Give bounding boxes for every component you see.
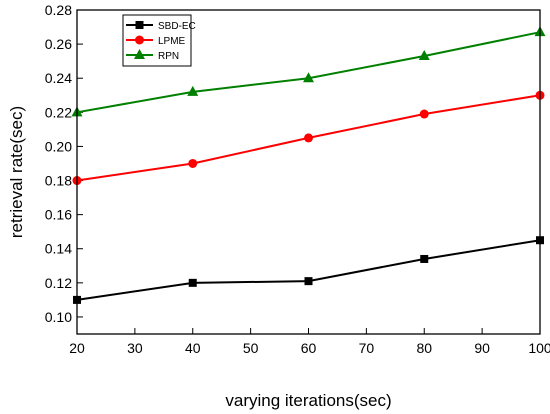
y-tick-label: 0.20 — [45, 138, 72, 154]
plot-area-frame — [76, 9, 541, 335]
y-axis-title: retrieval rate(sec) — [7, 106, 26, 238]
data-point-sbd-ec — [304, 277, 313, 286]
data-point-lpme — [419, 109, 429, 119]
legend-label-rpn: RPN — [158, 51, 179, 62]
data-point-lpme — [304, 133, 313, 143]
y-tick-label: 0.10 — [45, 309, 72, 325]
data-point-lpme — [188, 158, 198, 168]
series-rpn — [71, 26, 546, 117]
series-lpme — [72, 90, 545, 186]
x-tick-label: 50 — [243, 340, 259, 356]
x-tick-label: 80 — [416, 340, 432, 356]
x-axis-title: varying iterations(sec) — [225, 391, 391, 410]
x-tick-label: 90 — [474, 340, 490, 356]
y-tick-label: 0.16 — [45, 207, 72, 223]
x-tick-label: 30 — [127, 340, 143, 356]
x-tick-label: 20 — [69, 340, 85, 356]
x-tick-label: 40 — [185, 340, 201, 356]
series-line-sbd-ec — [76, 239, 541, 301]
x-tick-label: 100 — [528, 340, 550, 356]
series-layer — [71, 26, 546, 304]
series-sbd-ec — [73, 236, 544, 304]
y-tick-label: 0.14 — [45, 241, 72, 257]
data-point-sbd-ec — [420, 254, 429, 263]
data-point-sbd-ec — [188, 278, 197, 287]
axis-ticks: 20 30 40 50 60 70 80 90 100 0.10 0.12 0.14 0.16 0.18 0… — [45, 2, 550, 356]
y-tick-label: 0.28 — [45, 2, 72, 18]
legend-marker-sbd-ec — [135, 21, 144, 29]
y-tick-label: 0.22 — [45, 104, 72, 120]
y-tick-label: 0.18 — [45, 173, 72, 189]
x-tick-label: 70 — [359, 340, 375, 356]
legend-marker-lpme — [135, 35, 144, 45]
y-tick-label: 0.26 — [45, 36, 72, 52]
legend: SBD-EC LPME RPN — [122, 14, 196, 67]
legend-marker-rpn — [134, 49, 145, 59]
legend-label-lpme: LPME — [158, 36, 186, 47]
data-point-rpn — [418, 50, 430, 61]
y-tick-label: 0.12 — [45, 275, 72, 291]
x-tick-label: 60 — [301, 340, 317, 356]
data-point-rpn — [187, 85, 199, 96]
y-tick-label: 0.24 — [45, 70, 72, 86]
data-point-rpn — [303, 72, 314, 83]
legend-label-sbd-ec: SBD-EC — [158, 21, 196, 32]
